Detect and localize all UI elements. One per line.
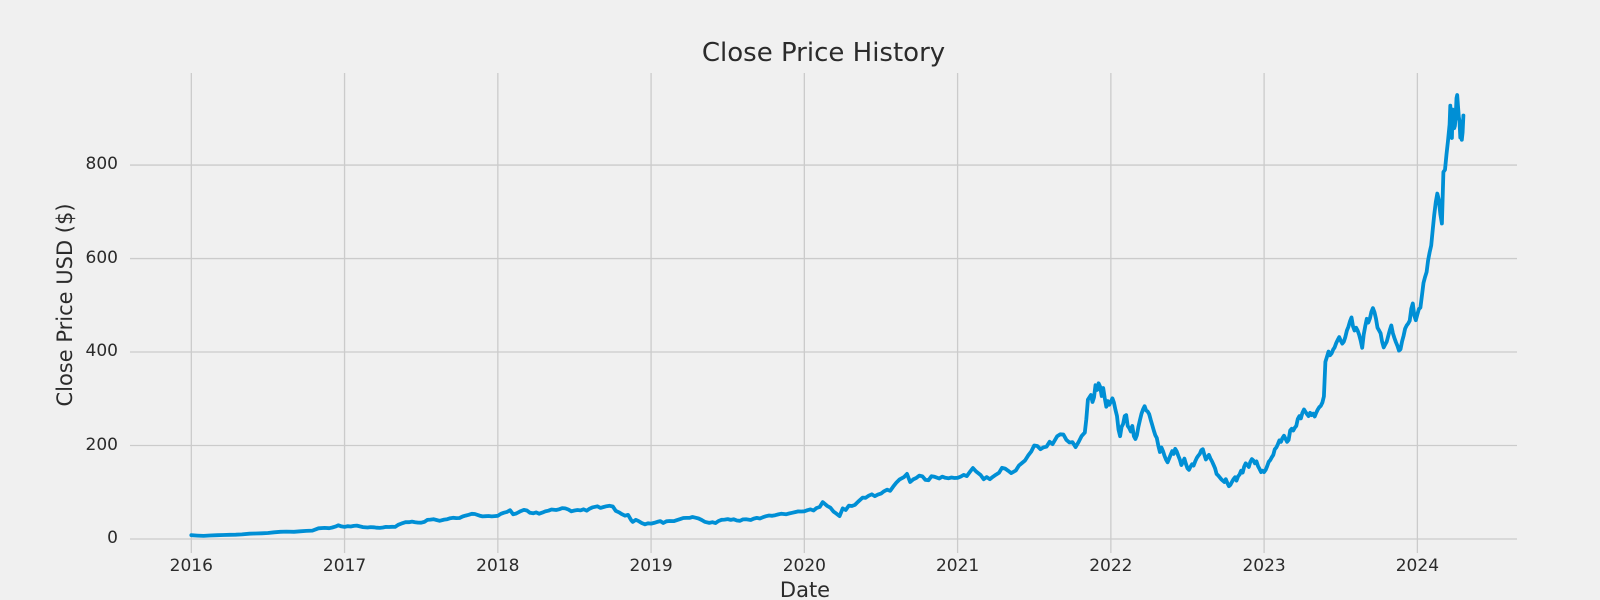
y-tick-label: 400 [85, 341, 118, 362]
y-tick-label: 200 [85, 434, 118, 455]
y-tick-label: 0 [107, 527, 118, 548]
horizontal-gridlines [130, 164, 1517, 540]
x-axis-label: Date [779, 578, 831, 600]
x-tick-label: 2017 [322, 556, 367, 576]
x-tick-label: 2024 [1395, 556, 1440, 576]
y-tick-label: 800 [85, 154, 118, 175]
chart-title: Close Price History [701, 38, 946, 68]
close-price-line-series [189, 93, 1466, 538]
y-axis-label: Close Price USD ($) [53, 203, 77, 407]
x-tick-label: 2023 [1242, 556, 1286, 576]
x-tick-label: 2019 [629, 556, 673, 576]
x-tick-label: 2018 [476, 556, 520, 576]
x-tick-label: 2022 [1089, 556, 1133, 576]
x-tick-label: 2020 [782, 556, 826, 576]
y-tick-label: 600 [85, 247, 118, 268]
x-tick-label: 2016 [169, 556, 213, 576]
x-tick-label: 2021 [935, 556, 980, 576]
